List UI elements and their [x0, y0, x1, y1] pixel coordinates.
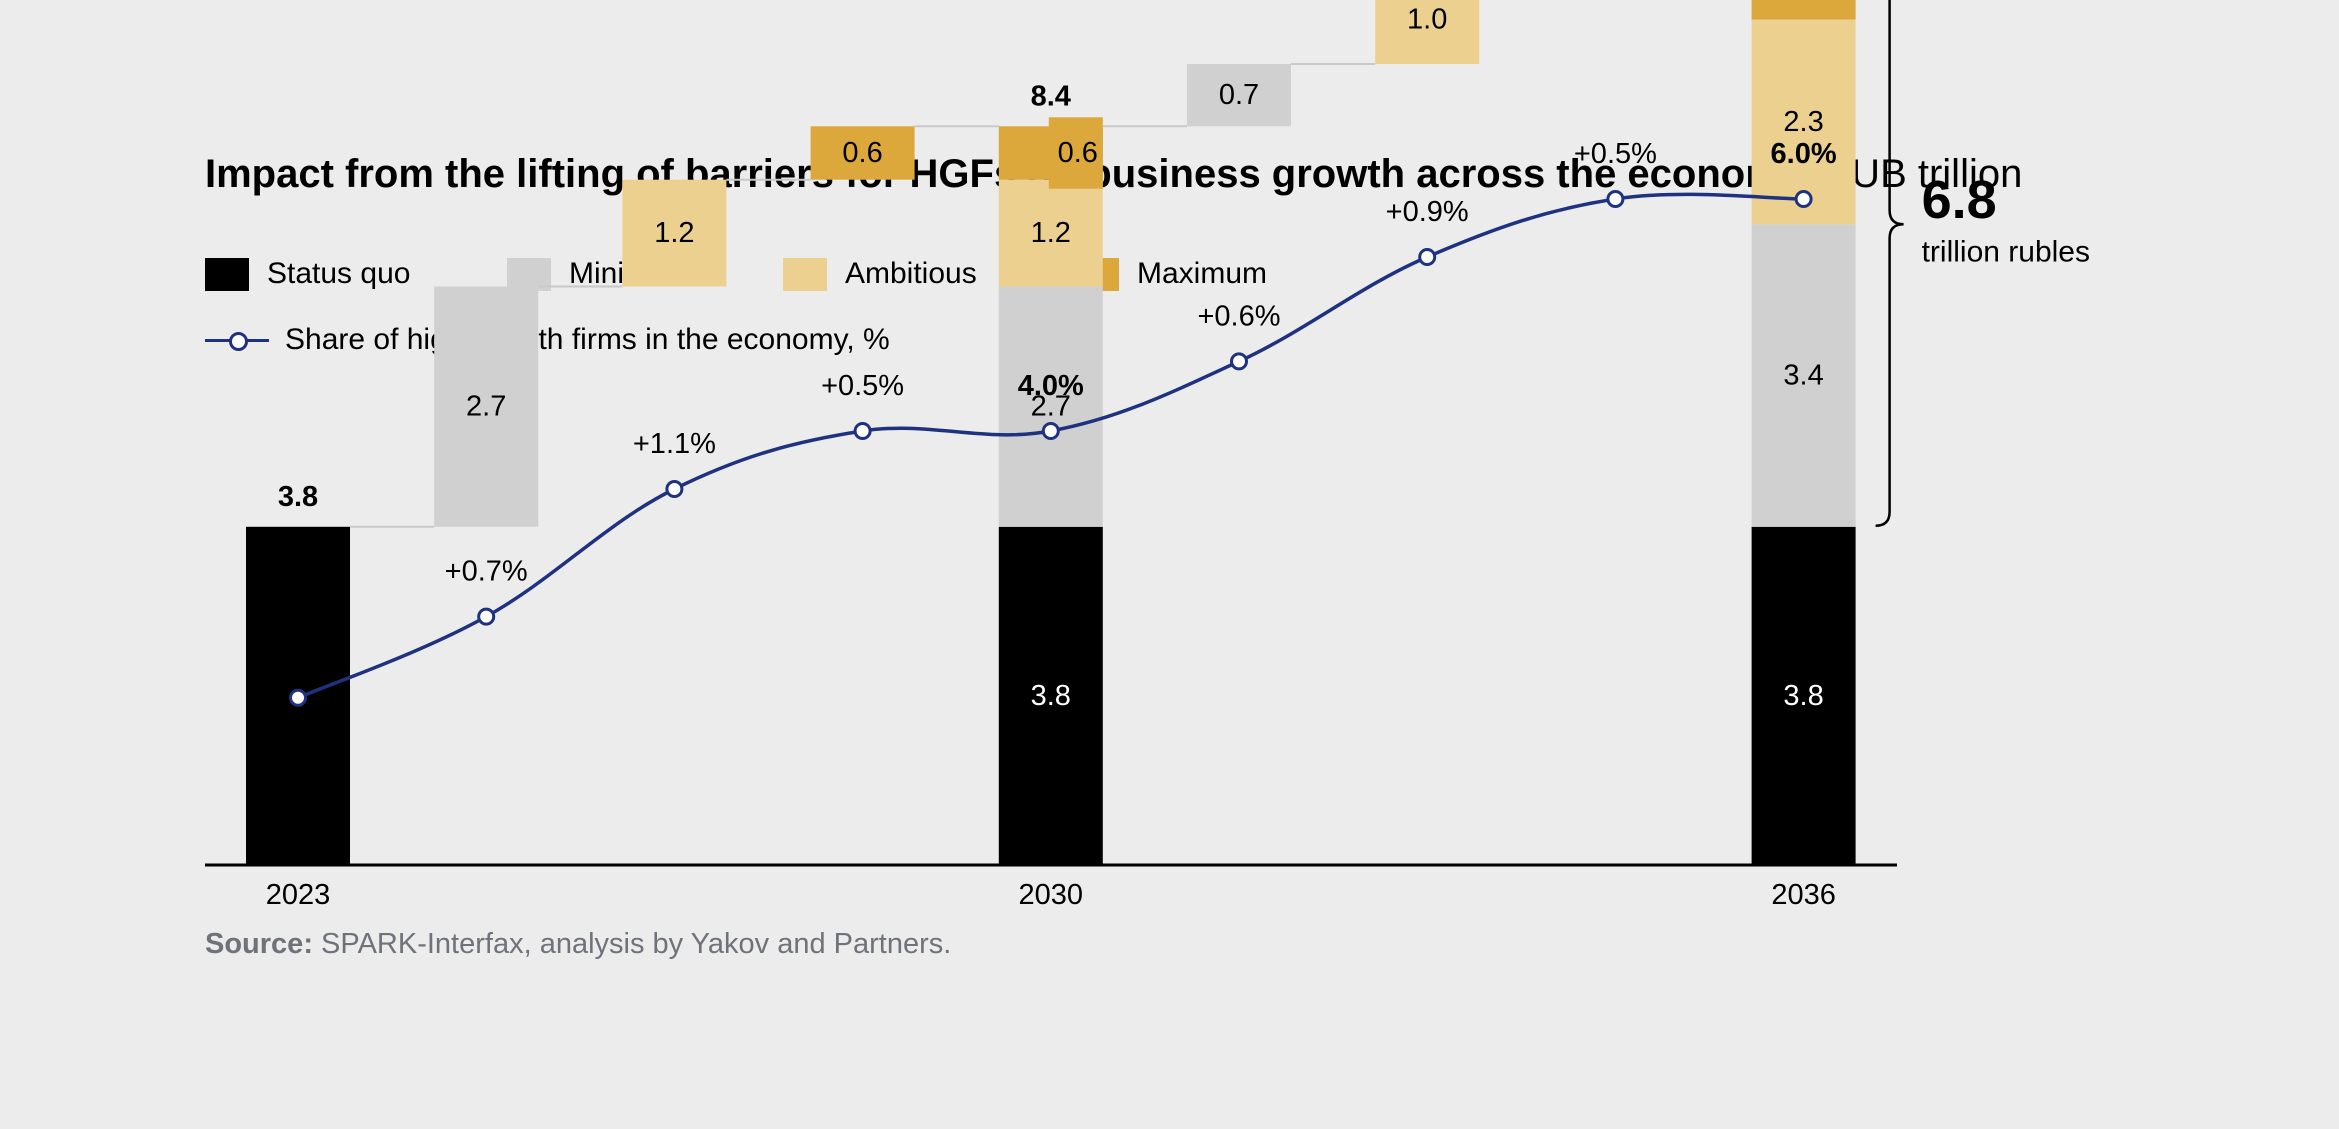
bar-step — [1187, 64, 1291, 127]
line-point — [1606, 190, 1625, 208]
bar-segment — [1751, 526, 1856, 865]
x-tick-label: 2036 — [1771, 879, 1836, 911]
bar-segment-label: 2.3 — [1783, 106, 1823, 138]
line-point — [665, 480, 684, 498]
x-tick-label: 2030 — [1019, 879, 1084, 911]
line-point — [1230, 352, 1248, 371]
bar-segment-label: 2.7 — [1031, 391, 1071, 423]
legend-line-row: Share of high-growth firms in the econom… — [205, 318, 1267, 362]
line-point-label: +0.7% — [445, 556, 528, 588]
legend-line-symbol — [205, 330, 269, 351]
chart-title-unit: RUB trillion — [1822, 152, 2023, 196]
bar-step — [434, 286, 539, 527]
x-tick-label: 2023 — [266, 879, 331, 911]
legend-swatch-status-quo — [205, 257, 249, 291]
legend-swatch-minimum — [507, 257, 551, 291]
line-point-label: +0.5% — [1574, 138, 1657, 170]
bracket-label: trillion rubles — [1922, 236, 2090, 269]
bar-step-label: 2.7 — [466, 391, 506, 423]
bracket — [1875, 0, 1904, 528]
bar-segment-label: 0.6 — [1058, 137, 1098, 169]
line-point-label: +0.5% — [821, 370, 904, 402]
bar-segment-label: 3.4 — [1783, 360, 1823, 392]
legend-swatch-ambitious — [783, 257, 827, 291]
source-note: Source: SPARK-Interfax, analysis by Yako… — [205, 928, 951, 961]
bar-segment — [998, 526, 1103, 865]
line-point — [289, 688, 307, 707]
bar-segment — [998, 179, 1103, 287]
bar-step — [622, 179, 727, 287]
line-point — [477, 607, 496, 626]
legend-label-ambitious: Ambitious — [845, 257, 977, 290]
line-point — [1794, 190, 1813, 208]
legend-item-status-quo: Status quo — [205, 257, 507, 291]
bar-segment — [998, 286, 1103, 527]
source-label: Source: — [205, 928, 313, 960]
bar-segment-label: 3.8 — [1031, 680, 1071, 712]
legend-item-ambitious: Ambitious — [783, 257, 1075, 291]
bar-step — [1375, 0, 1480, 64]
bar-segment — [1751, 224, 1856, 527]
bar-segment-label: 1.2 — [1031, 217, 1071, 249]
bracket-value: 6.8 — [1922, 170, 1997, 230]
bar-segment-label: 3.8 — [1783, 680, 1823, 712]
line-point-label: +0.9% — [1386, 196, 1469, 228]
line-point — [1418, 248, 1437, 266]
bar-step-label: 1.2 — [654, 217, 694, 249]
line-point-label: +0.6% — [1197, 300, 1280, 332]
line-point-label: 6.0% — [1771, 138, 1837, 170]
line-point — [1041, 422, 1060, 440]
bar-step-label: 1.0 — [1407, 4, 1447, 36]
bar-step — [810, 126, 915, 180]
legend-line-label: Share of high-growth firms in the econom… — [285, 323, 890, 356]
bar-total-label: 3.8 — [278, 481, 318, 513]
line-point-label: +1.1% — [633, 428, 716, 460]
bar-segment-flag — [1048, 117, 1103, 189]
bar-step-label: 0.6 — [842, 137, 882, 169]
bar-segment — [1751, 0, 1856, 20]
line-point-label: 1.7% — [265, 637, 331, 669]
source-text: SPARK-Interfax, analysis by Yakov and Pa… — [321, 928, 952, 960]
bar-total-label: 8.4 — [1031, 80, 1071, 112]
legend-label-maximum: Maximum — [1137, 257, 1268, 290]
line-point-label: 4.0% — [1018, 370, 1084, 402]
legend-label-status-quo: Status quo — [267, 257, 411, 290]
bar-step-label: 0.7 — [1219, 79, 1259, 111]
line-point — [853, 422, 872, 440]
